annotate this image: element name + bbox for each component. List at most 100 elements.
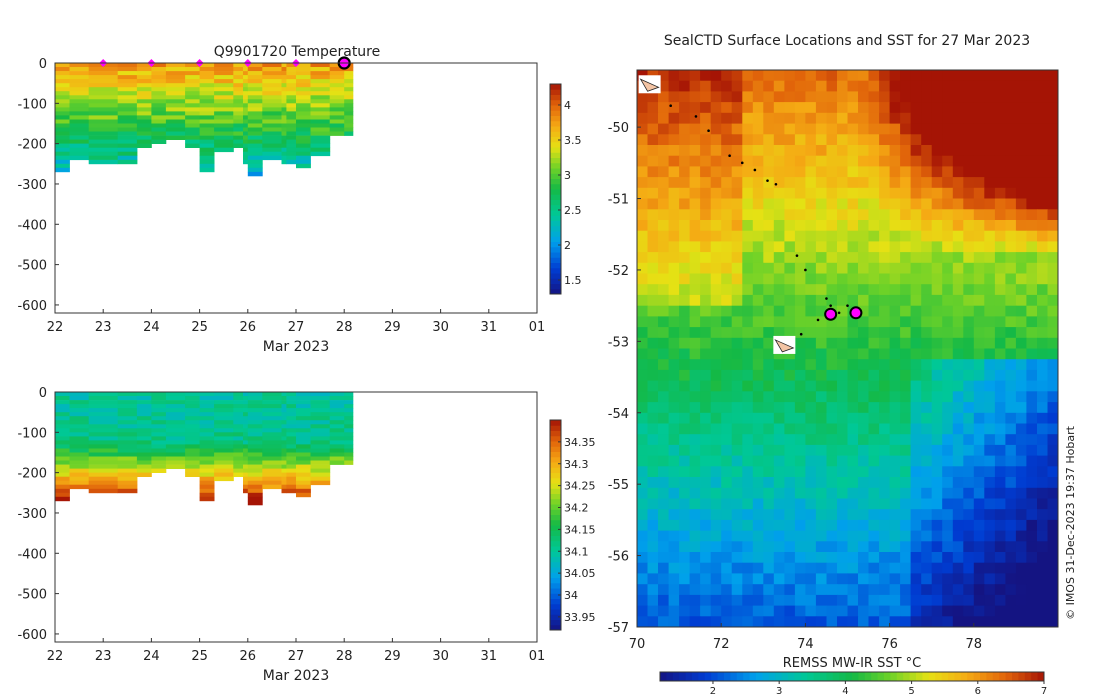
sst-cell	[900, 369, 912, 382]
sst-cell	[963, 466, 975, 478]
sst-cell	[931, 348, 943, 360]
section-cell	[117, 111, 138, 116]
section-cell	[185, 444, 200, 449]
sst-cell	[731, 134, 743, 146]
sst-cell	[994, 241, 1006, 253]
section-cell	[233, 416, 244, 421]
sst-cell	[837, 519, 848, 532]
sst-cell	[868, 573, 880, 585]
colorbar-segment	[550, 183, 561, 190]
sst-cell	[931, 402, 943, 414]
sst-cell	[752, 337, 764, 349]
sst-cell	[973, 584, 985, 596]
sst-cell	[994, 252, 1006, 264]
sst-cell	[994, 294, 1006, 307]
sst-cell	[742, 359, 754, 371]
section-cell	[247, 452, 263, 457]
sst-cell	[637, 498, 648, 510]
y-tick-label: -400	[17, 547, 47, 562]
sst-cell	[658, 348, 669, 360]
sst-cell	[889, 605, 901, 617]
sst-cell	[773, 605, 785, 617]
sst-cell	[837, 423, 848, 435]
sst-cell	[805, 541, 817, 553]
sst-cell	[700, 316, 712, 328]
sst-cell	[931, 241, 943, 253]
section-cell	[185, 464, 200, 469]
sst-cell	[689, 262, 701, 274]
sst-cell	[763, 573, 775, 585]
colorbar-segment	[967, 672, 975, 681]
sst-cell	[805, 519, 817, 532]
section-cell	[199, 428, 215, 433]
sst-cell	[700, 284, 712, 296]
section-cell	[151, 404, 167, 409]
sst-cell	[921, 541, 933, 553]
section-cell	[233, 428, 244, 433]
sst-cell	[837, 444, 848, 457]
section-cell	[185, 79, 200, 84]
sst-cell	[826, 359, 838, 371]
sst-cell	[1047, 177, 1059, 189]
colorbar-tick-label: 6	[975, 686, 981, 697]
section-cell	[329, 416, 345, 421]
sst-cell	[1015, 487, 1027, 499]
sst-cell	[984, 241, 996, 253]
sst-cell	[847, 359, 859, 371]
sst-cell	[921, 455, 933, 467]
sst-cell	[858, 359, 869, 371]
sst-cell	[1015, 348, 1027, 360]
sst-cell	[1015, 498, 1027, 510]
sst-cell	[731, 262, 743, 274]
sst-cell	[763, 498, 775, 510]
sst-cell	[858, 262, 869, 274]
section-cell	[214, 452, 234, 457]
section-cell	[214, 127, 234, 132]
section-cell	[199, 432, 215, 437]
sst-cell	[700, 70, 712, 82]
sst-cell	[910, 327, 922, 339]
sst-cell	[900, 327, 912, 339]
sst-cell	[900, 220, 912, 232]
sst-cell	[763, 477, 775, 489]
sst-cell	[879, 402, 891, 414]
sst-cell	[689, 552, 701, 564]
section-cell	[286, 95, 297, 100]
sst-cell	[984, 391, 996, 403]
sst-cell	[900, 573, 912, 585]
section-cell	[151, 99, 167, 104]
sst-cell	[658, 369, 669, 382]
section-cell	[69, 440, 90, 445]
colorbar-frame	[549, 83, 562, 295]
sst-cell	[815, 391, 827, 403]
section-cell	[262, 99, 282, 104]
section-cell	[296, 456, 311, 461]
sst-cell	[1015, 616, 1027, 628]
section-cell	[55, 95, 70, 100]
sst-cell	[773, 294, 785, 307]
colorbar-segment	[768, 672, 776, 681]
sst-cell	[794, 359, 806, 371]
sst-cell	[879, 594, 891, 607]
sst-cell	[773, 455, 785, 467]
x-tick-label: 76	[881, 637, 898, 652]
sst-cell	[679, 487, 691, 499]
sst-cell	[647, 284, 659, 296]
sst-cell	[889, 402, 901, 414]
sst-cell	[910, 80, 922, 92]
sst-cell	[942, 455, 954, 467]
sst-cell	[794, 444, 806, 457]
sst-cell	[942, 262, 954, 274]
sst-cell	[773, 241, 785, 253]
sst-cell	[973, 616, 985, 628]
sst-cell	[931, 444, 943, 457]
sst-cell	[847, 123, 859, 135]
section-cell	[296, 404, 311, 409]
sst-cell	[858, 112, 869, 124]
sst-cell	[773, 562, 785, 574]
section-cell	[243, 468, 249, 473]
section-cell	[310, 135, 331, 140]
section-cell	[199, 75, 215, 80]
sst-cell	[731, 530, 743, 542]
sst-cell	[794, 616, 806, 628]
